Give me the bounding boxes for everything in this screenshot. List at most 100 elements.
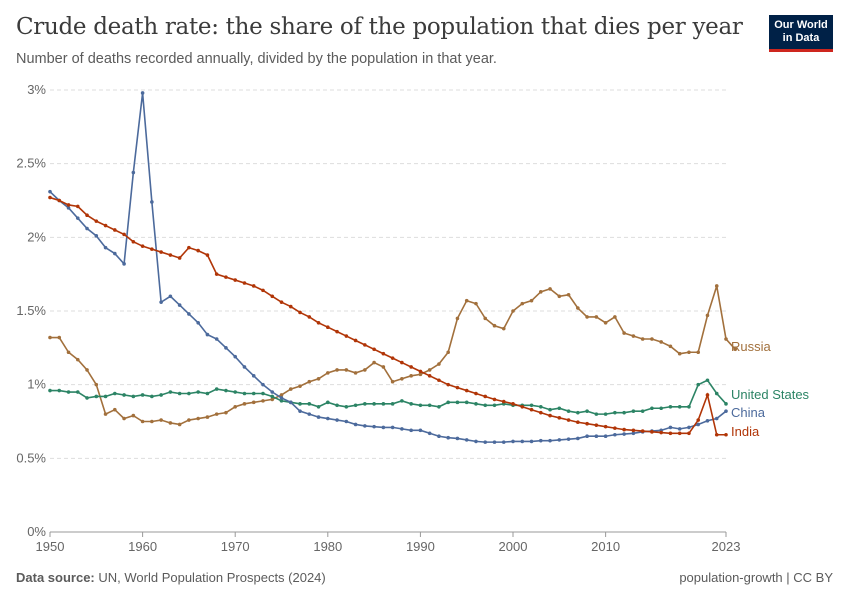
data-point [705, 418, 710, 423]
data-point [159, 418, 163, 422]
data-point [233, 404, 238, 409]
data-point [677, 431, 682, 436]
x-tick-label: 2023 [712, 539, 741, 554]
data-point [437, 434, 441, 439]
data-point [538, 438, 543, 443]
data-point [576, 306, 580, 310]
data-point [594, 412, 599, 416]
data-point [511, 309, 515, 313]
data-point [381, 425, 386, 430]
x-tick-label: 1990 [406, 539, 435, 554]
data-point [566, 292, 571, 297]
data-point [326, 416, 330, 421]
owid-logo[interactable]: Our World in Data [769, 15, 833, 52]
data-point [548, 407, 552, 412]
data-point [390, 402, 395, 406]
data-point [585, 434, 589, 439]
data-point [714, 391, 719, 396]
data-point [75, 390, 80, 394]
data-point [187, 418, 191, 422]
data-point [381, 365, 386, 369]
data-point [659, 430, 663, 435]
data-point [446, 382, 450, 387]
data-point [455, 385, 460, 390]
data-point [196, 416, 200, 421]
data-point [335, 403, 339, 408]
data-point [196, 248, 200, 253]
x-tick-label: 1970 [221, 539, 250, 554]
data-point [122, 393, 126, 397]
data-point [353, 403, 358, 408]
data-point [677, 427, 682, 431]
data-point [418, 428, 423, 433]
data-point [446, 435, 450, 440]
data-point [122, 416, 126, 421]
y-tick-label: 1.5% [16, 303, 46, 318]
data-point [233, 278, 238, 282]
data-point [48, 189, 52, 194]
source-text[interactable]: UN, World Population Prospects (2024) [98, 570, 326, 585]
y-tick-label: 0% [27, 524, 46, 539]
data-point [400, 360, 404, 365]
data-point [418, 372, 423, 377]
x-tick-label: 1950 [36, 539, 65, 554]
data-point [214, 272, 219, 276]
data-point [187, 245, 191, 250]
data-point [335, 368, 339, 372]
data-point [705, 378, 710, 383]
data-point [103, 412, 108, 416]
data-point [603, 320, 608, 325]
data-point [483, 316, 488, 321]
data-point [631, 431, 636, 436]
data-point [548, 287, 552, 291]
data-point [131, 239, 136, 244]
data-point [159, 250, 163, 254]
data-point [538, 290, 543, 294]
data-point [316, 376, 321, 381]
data-point [714, 416, 719, 421]
data-point [288, 304, 293, 309]
data-point [372, 424, 376, 429]
data-point [585, 409, 589, 413]
data-point [520, 301, 525, 306]
data-point [631, 409, 636, 413]
data-point [307, 379, 312, 384]
data-point [733, 347, 738, 352]
data-point [353, 338, 358, 343]
logo-text: Our World in Data [774, 19, 828, 44]
data-point [353, 422, 358, 427]
data-point [335, 418, 339, 422]
data-point [316, 404, 321, 409]
data-point [594, 434, 599, 439]
data-point [390, 356, 395, 360]
data-point [548, 413, 552, 418]
data-point [603, 424, 608, 429]
data-point [168, 421, 173, 425]
data-point [594, 315, 599, 319]
data-point [622, 432, 626, 436]
data-point [57, 388, 62, 393]
data-point [381, 402, 386, 406]
data-point [168, 390, 173, 394]
data-point [474, 301, 478, 306]
data-point [501, 440, 506, 444]
data-point [85, 213, 89, 218]
data-point [492, 397, 497, 402]
data-point [85, 396, 89, 400]
data-source: Data source: UN, World Population Prospe… [16, 570, 326, 585]
data-point [640, 409, 645, 413]
data-point [288, 387, 293, 391]
data-point [363, 368, 367, 372]
license[interactable]: population-growth | CC BY [679, 570, 833, 585]
data-point [474, 402, 478, 406]
data-point [390, 425, 395, 430]
data-point [242, 281, 247, 285]
data-point [335, 329, 339, 334]
data-point [520, 404, 525, 409]
data-point [501, 326, 506, 331]
data-point [613, 426, 617, 430]
data-point [177, 303, 182, 307]
data-point [437, 378, 441, 383]
data-point [437, 362, 441, 366]
